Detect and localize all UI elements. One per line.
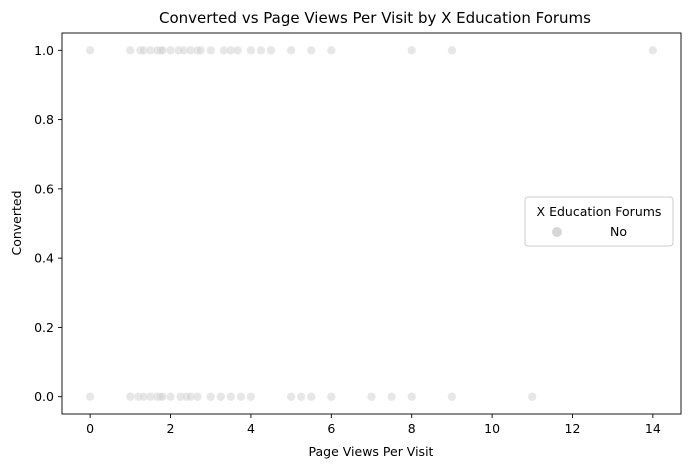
data-point [407, 45, 417, 55]
x-axis: 0 2 4 6 8 10 12 14 [86, 414, 661, 436]
data-point [206, 45, 216, 55]
data-point [366, 392, 377, 402]
plot-frame [61, 32, 682, 415]
chart-title: Converted vs Page Views Per Visit by X E… [159, 9, 591, 27]
data-point [447, 45, 457, 55]
data-point [256, 45, 266, 55]
data-point [648, 45, 658, 55]
data-point [157, 392, 168, 402]
plot-area [61, 32, 682, 415]
legend-box [524, 196, 674, 247]
y-tick-label-0.8: 0.8 [34, 112, 54, 127]
legend-entry-no: No [610, 224, 627, 239]
data-point [226, 392, 236, 402]
y-tick-label-0.4: 0.4 [34, 251, 54, 266]
x-tick-label-14: 14 [645, 421, 661, 436]
data-point [306, 45, 316, 55]
x-tick-label-12: 12 [565, 421, 581, 436]
data-point [326, 392, 336, 402]
x-tick-label-4: 4 [247, 421, 255, 436]
data-point [407, 392, 417, 402]
data-point [233, 45, 243, 55]
data-point [266, 45, 276, 55]
data-point [206, 392, 216, 402]
data-point [165, 392, 176, 402]
y-tick-label-1.0: 1.0 [34, 43, 54, 58]
data-point [85, 45, 95, 55]
data-point [236, 392, 246, 402]
data-point [286, 392, 296, 402]
y-axis: 0.0 0.2 0.4 0.6 0.8 1.0 [34, 43, 62, 404]
points-layer [85, 45, 658, 402]
legend: X Education Forums No [524, 196, 674, 247]
data-point [125, 392, 135, 402]
y-axis-label: Converted [9, 190, 24, 255]
x-tick-label-0: 0 [86, 421, 94, 436]
data-point [286, 45, 296, 55]
data-point [196, 45, 206, 55]
x-tick-label-8: 8 [408, 421, 416, 436]
data-point [326, 45, 336, 55]
y-tick-label-0.2: 0.2 [34, 320, 54, 335]
x-tick-label-6: 6 [327, 421, 335, 436]
data-point [125, 45, 135, 55]
legend-title: X Education Forums [537, 204, 662, 219]
data-point [165, 45, 176, 55]
data-point [246, 45, 256, 55]
y-tick-label-0.6: 0.6 [34, 181, 54, 196]
y-tick-label-0.0: 0.0 [34, 389, 54, 404]
data-point [296, 392, 306, 402]
legend-marker-no [552, 227, 562, 237]
data-point [157, 45, 168, 55]
data-point [306, 392, 316, 402]
data-point [527, 392, 537, 402]
data-point [192, 392, 203, 402]
data-point [216, 392, 226, 402]
data-point [85, 392, 95, 402]
x-tick-label-2: 2 [167, 421, 175, 436]
x-axis-label: Page Views Per Visit [309, 444, 434, 459]
x-tick-label-10: 10 [484, 421, 500, 436]
data-point [387, 392, 397, 402]
data-point [447, 392, 457, 402]
data-point [246, 392, 256, 402]
